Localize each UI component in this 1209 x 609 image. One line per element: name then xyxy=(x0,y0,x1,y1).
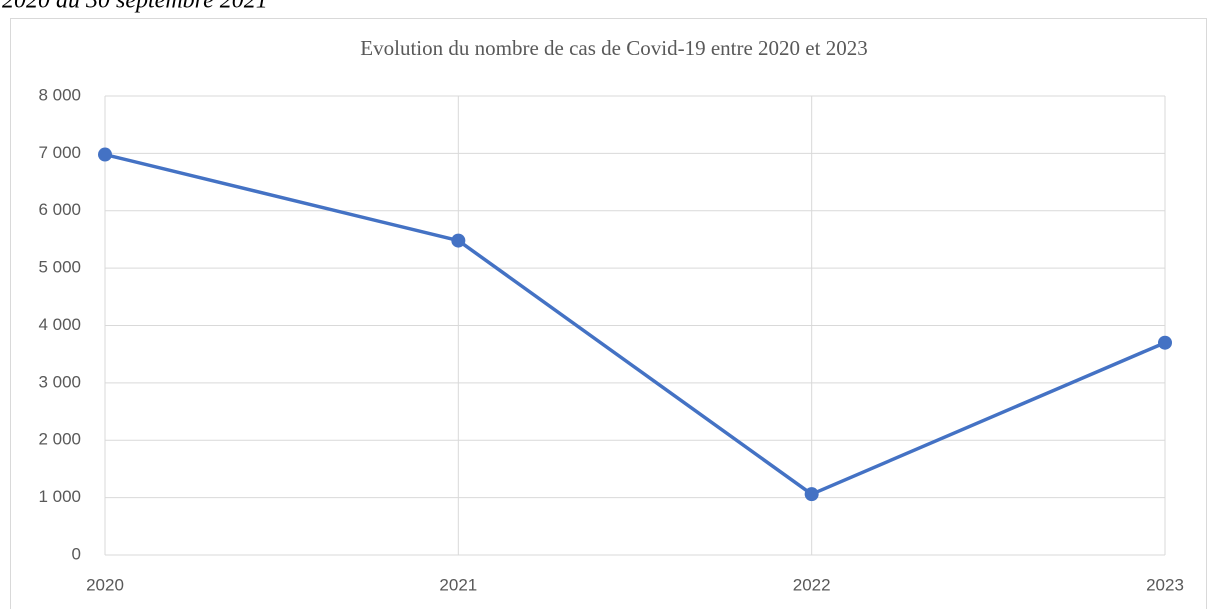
x-tick-label: 2022 xyxy=(793,575,831,594)
point xyxy=(98,147,112,162)
y-tick-label: 2 000 xyxy=(38,430,81,449)
y-tick-label: 7 000 xyxy=(38,143,81,162)
y-tick-label: 3 000 xyxy=(38,372,81,391)
y-tick-label: 0 xyxy=(72,544,81,563)
x-tick-label: 2021 xyxy=(439,575,477,594)
y-tick-label: 4 000 xyxy=(38,315,81,334)
line xyxy=(104,152,1166,496)
y-tick-label: 5 000 xyxy=(38,258,81,277)
y-tick-label: 8 000 xyxy=(38,85,81,104)
chart-frame xyxy=(10,18,1207,609)
chart-title: Evolution du nombre de cas de Covid-19 e… xyxy=(360,36,867,60)
x-tick-label: 2020 xyxy=(86,575,124,594)
y-tick-label: 1 000 xyxy=(38,487,81,506)
point xyxy=(1158,335,1172,350)
caption: 2020 au 30 septembre 2021 xyxy=(2,0,268,14)
point xyxy=(451,233,466,248)
point xyxy=(804,487,819,502)
x-tick-label: 2023 xyxy=(1146,575,1184,594)
y-tick-label: 6 000 xyxy=(38,200,81,219)
